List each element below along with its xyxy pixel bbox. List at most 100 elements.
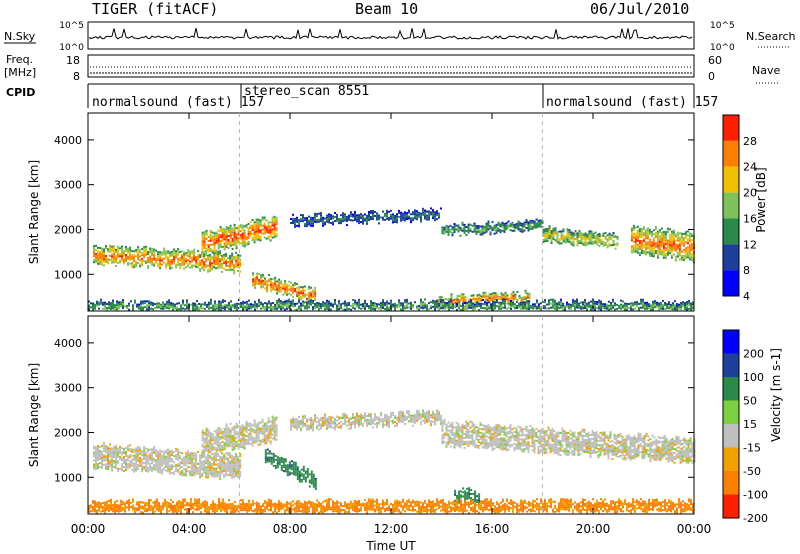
echo-cell: [199, 460, 202, 463]
echo-cell: [634, 234, 637, 237]
echo-cell: [247, 432, 250, 435]
echo-cell: [223, 467, 226, 470]
echo-cell: [179, 251, 182, 254]
echo-cell: [119, 455, 121, 458]
echo-cell: [487, 228, 490, 231]
echo-cell: [204, 303, 206, 306]
echo-cell: [135, 251, 138, 253]
echo-cell: [368, 412, 370, 415]
echo-cell: [340, 426, 342, 429]
echo-cell: [263, 434, 266, 437]
colorbar-tick-label: 28: [743, 135, 757, 148]
echo-cell: [137, 262, 140, 265]
echo-cell: [147, 259, 150, 261]
echo-cell: [241, 428, 244, 431]
echo-cell: [510, 308, 512, 310]
echo-cell: [149, 462, 152, 465]
echo-cell: [177, 462, 180, 465]
echo-cell: [668, 240, 671, 243]
echo-cell: [670, 254, 673, 257]
echo-cell: [278, 306, 280, 309]
echo-cell: [218, 300, 220, 303]
echo-cell: [481, 225, 484, 228]
echo-cell: [227, 473, 230, 476]
echo-cell: [678, 240, 681, 243]
echo-cell: [646, 307, 648, 310]
echo-cell: [672, 302, 674, 305]
echo-cell: [430, 301, 432, 304]
echo-cell: [310, 303, 312, 306]
echo-cell: [147, 458, 150, 461]
echo-cell: [234, 303, 236, 306]
echo-cell: [304, 225, 306, 228]
echo-cell: [470, 302, 472, 305]
echo-cell: [143, 456, 146, 458]
echo-cell: [245, 423, 248, 425]
echo-cell: [302, 288, 305, 291]
echo-cell: [203, 471, 206, 474]
echo-cell: [294, 471, 297, 474]
echo-cell: [149, 251, 152, 254]
echo-cell: [129, 448, 132, 451]
echo-cell: [95, 454, 97, 457]
echo-cell: [519, 222, 522, 225]
echo-cell: [280, 302, 282, 305]
echo-cell: [654, 304, 656, 307]
echo-cell: [388, 423, 390, 426]
echo-cell: [588, 240, 591, 243]
echo-cell: [259, 239, 262, 242]
echo-cell: [432, 213, 434, 216]
echo-cell: [525, 221, 528, 223]
echo-cell: [358, 417, 360, 420]
echo-cell: [652, 308, 654, 311]
echo-cell: [159, 261, 162, 264]
echo-cell: [227, 429, 230, 432]
echo-cell: [207, 435, 210, 438]
echo-cell: [493, 224, 496, 227]
echo-cell: [261, 430, 264, 433]
echo-cell: [207, 456, 210, 459]
echo-cell: [290, 420, 292, 423]
echo-cell: [300, 306, 302, 309]
echo-cell: [308, 215, 310, 218]
echo-cell: [133, 254, 136, 257]
echo-cell: [662, 251, 665, 253]
echo-cell: [408, 302, 410, 305]
echo-cell: [213, 250, 216, 253]
echo-cell: [252, 278, 255, 281]
echo-cell: [616, 238, 619, 241]
echo-cell: [296, 466, 299, 469]
echo-cell: [298, 422, 300, 424]
echo-cell: [169, 255, 172, 258]
echo-cell: [314, 220, 316, 223]
echo-cell: [474, 302, 477, 305]
echo-cell: [179, 451, 182, 454]
echo-cell: [175, 457, 178, 460]
echo-cell: [239, 438, 242, 440]
echo-cell: [197, 266, 200, 269]
echo-cell: [272, 288, 275, 291]
echo-cell: [251, 239, 254, 241]
echo-cell: [298, 420, 300, 422]
echo-cell: [213, 469, 216, 472]
echo-cell: [338, 416, 340, 419]
echo-cell: [159, 457, 162, 460]
echo-cell: [286, 474, 289, 477]
echo-cell: [648, 305, 650, 308]
echo-cell: [690, 239, 693, 242]
echo-cell: [123, 470, 125, 472]
echo-cell: [465, 234, 468, 236]
echo-cell: [678, 258, 681, 261]
echo-cell: [201, 253, 204, 256]
echo-cell: [262, 275, 265, 278]
echo-cell: [201, 259, 204, 262]
echo-cell: [211, 462, 214, 465]
echo-cell: [539, 221, 542, 224]
echo-cell: [105, 247, 107, 249]
echo-cell: [221, 448, 224, 451]
echo-cell: [656, 234, 659, 237]
echo-cell: [356, 301, 358, 304]
echo-cell: [113, 445, 115, 448]
echo-cell: [442, 301, 444, 304]
echo-cell: [213, 473, 216, 476]
